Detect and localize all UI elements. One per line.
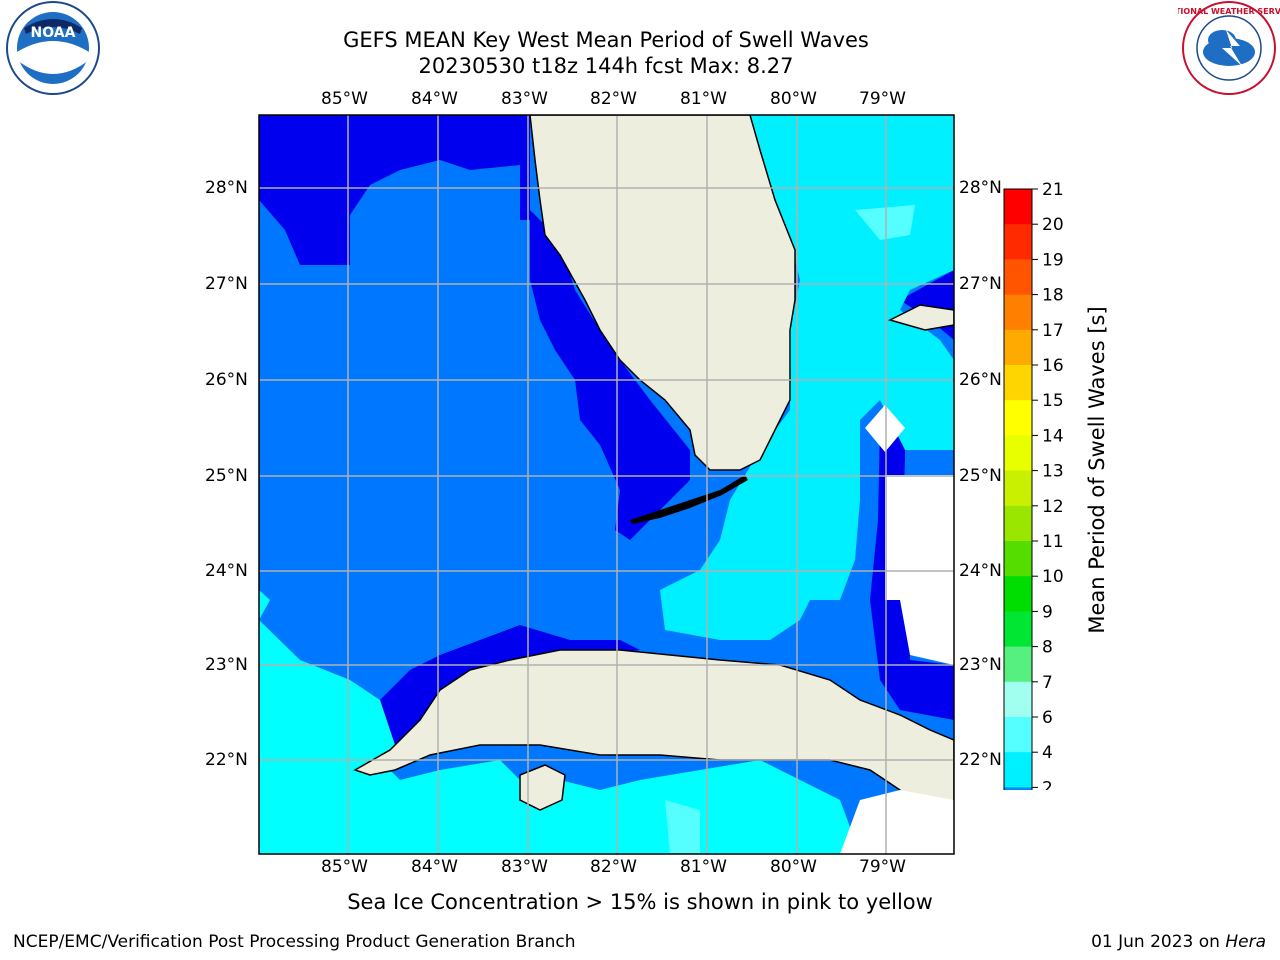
swell-4-6s-west-edge: [259, 590, 270, 620]
lat-tick-left: 27°N: [205, 274, 248, 294]
lon-tick-top: 82°W: [590, 89, 637, 109]
colorbar-tick-label: 18: [1042, 286, 1064, 306]
noaa-logo-text: NOAA: [31, 25, 76, 41]
colorbar: 21 20 19 18 17 16 15 14 13 12 11 10 9 8 7 6 4 2: [1003, 180, 1064, 790]
isle-of-youth: [519, 764, 566, 811]
colorbar-segment: [1004, 259, 1032, 296]
lat-tick-left: 28°N: [205, 178, 248, 198]
colorbar-tick-label: 16: [1042, 356, 1064, 376]
colorbar-label: Mean Period of Swell Waves [s]: [1085, 306, 1109, 634]
lat-tick-left: 23°N: [205, 655, 248, 675]
lon-tick-bottom: 82°W: [590, 857, 637, 877]
lon-tick-top: 85°W: [321, 89, 368, 109]
lon-tick-bottom: 81°W: [680, 857, 727, 877]
lon-tick-bottom: 79°W: [859, 857, 906, 877]
nodata-patch-south: [840, 790, 954, 854]
colorbar-tick-label: 19: [1042, 250, 1064, 270]
colorbar-tick-label: 12: [1042, 497, 1064, 517]
colorbar-tick-label: 13: [1042, 462, 1064, 482]
colorbar-segment: [1004, 224, 1032, 260]
colorbar-tick-label: 8: [1042, 638, 1053, 658]
colorbar-segment: [1004, 787, 1032, 790]
nodata-patch-east: [885, 475, 954, 665]
lat-tick-left: 25°N: [205, 466, 248, 486]
colorbar-segment: [1004, 189, 1032, 225]
lat-tick-left: 26°N: [205, 370, 248, 390]
footer-credit: NCEP/EMC/Verification Post Processing Pr…: [13, 932, 576, 952]
noaa-logo: NOAA: [6, 1, 100, 95]
colorbar-segment: [1004, 646, 1032, 683]
lon-tick-top: 79°W: [859, 89, 906, 109]
swell-4-6s-atlantic: [660, 115, 954, 640]
footer-date: 01 Jun 2023 on Hera: [1091, 932, 1266, 952]
colorbar-segment: [1004, 752, 1032, 788]
lon-tick-bottom: 83°W: [501, 857, 548, 877]
colorbar-segment: [1004, 470, 1032, 507]
lat-tick-left: 24°N: [205, 561, 248, 581]
lat-tick-right: 23°N: [959, 655, 1002, 675]
lat-tick-right: 25°N: [959, 466, 1002, 486]
colorbar-tick-label: 4: [1042, 743, 1053, 763]
lon-tick-top: 83°W: [501, 89, 548, 109]
swell-6-8s-patch-north: [855, 205, 915, 240]
florida-peninsula: [529, 115, 796, 471]
colorbar-segment: [1004, 435, 1032, 472]
swell-4-6s-southwest: [259, 620, 860, 854]
colorbar-segment: [1004, 329, 1032, 366]
colorbar-tick-label: 21: [1042, 180, 1064, 200]
colorbar-segment: [1004, 611, 1032, 648]
colorbar-tick-label: 17: [1042, 321, 1064, 341]
florida-keys: [630, 475, 748, 524]
colorbar-tick-label: 2: [1042, 778, 1053, 790]
colorbar-segment: [1004, 400, 1032, 436]
colorbar-segment: [1004, 505, 1032, 542]
nws-logo-text: NATIONAL WEATHER SERVICE: [1178, 7, 1280, 16]
lat-tick-right: 27°N: [959, 274, 1002, 294]
lon-tick-bottom: 85°W: [321, 857, 368, 877]
lat-tick-right: 22°N: [959, 750, 1002, 770]
lat-tick-right: 26°N: [959, 370, 1002, 390]
swell-6-8s-patch-south: [665, 800, 700, 854]
lat-tick-right: 24°N: [959, 561, 1002, 581]
colorbar-tick-label: 7: [1042, 673, 1053, 693]
colorbar-tick-label: 20: [1042, 215, 1064, 235]
colorbar-tick-label: 9: [1042, 602, 1053, 622]
colorbar-tick-label: 15: [1042, 391, 1064, 411]
colorbar-segment: [1004, 681, 1032, 718]
map-frame: [258, 114, 955, 855]
colorbar-segment: [1004, 294, 1032, 331]
colorbar-segment: [1004, 541, 1032, 577]
lon-tick-bottom: 80°W: [770, 857, 817, 877]
colorbar-tick-label: 6: [1042, 708, 1053, 728]
map-title: GEFS MEAN Key West Mean Period of Swell …: [343, 28, 869, 52]
colorbar-segment: [1004, 365, 1032, 401]
colorbar-tick-label: 10: [1042, 567, 1064, 587]
nodata-patch-bahamas: [865, 405, 905, 452]
footer-date-text: 01 Jun 2023 on: [1091, 932, 1226, 952]
colorbar-tick-label: 14: [1042, 426, 1064, 446]
bahamas-grand: [887, 304, 954, 331]
lat-tick-right: 28°N: [959, 178, 1002, 198]
swell-lt2s-eastgulf: [530, 210, 690, 540]
sea-ice-note: Sea Ice Concentration > 15% is shown in …: [347, 890, 933, 914]
lon-tick-bottom: 84°W: [411, 857, 458, 877]
colorbar-segment: [1004, 576, 1032, 612]
lat-tick-left: 22°N: [205, 750, 248, 770]
lon-tick-top: 81°W: [680, 89, 727, 109]
footer-host: Hera: [1225, 932, 1266, 952]
nws-logo: NATIONAL WEATHER SERVICE: [1178, 1, 1280, 95]
graticule: [259, 115, 954, 854]
lon-tick-top: 80°W: [770, 89, 817, 109]
lon-tick-top: 84°W: [411, 89, 458, 109]
colorbar-tick-label: 11: [1042, 532, 1064, 552]
map-subtitle: 20230530 t18z 144h fcst Max: 8.27: [418, 54, 794, 78]
swell-lt2s-nw: [259, 115, 520, 265]
colorbar-segment: [1004, 717, 1032, 753]
cuba: [353, 649, 954, 854]
